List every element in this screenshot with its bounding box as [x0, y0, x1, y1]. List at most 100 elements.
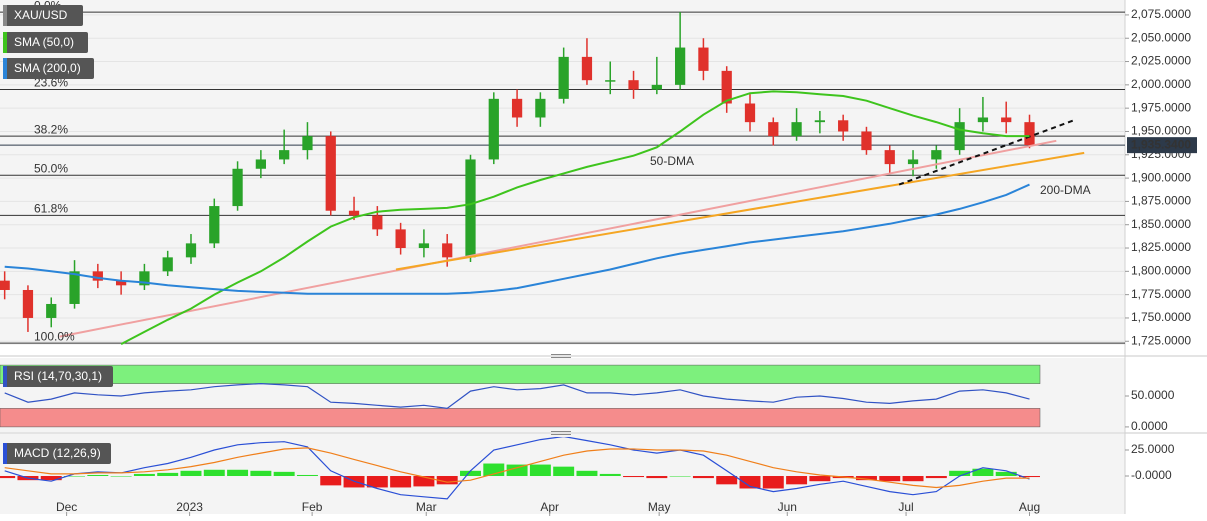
- x-tick-label: Mar: [416, 500, 437, 514]
- resize-handle[interactable]: [551, 431, 571, 435]
- macd-histogram-bar: [902, 476, 924, 482]
- macd-histogram-bar: [0, 476, 16, 479]
- candle-body: [954, 122, 965, 151]
- legend-text: XAU/USD: [14, 8, 68, 22]
- macd-histogram-bar: [809, 476, 831, 482]
- moving-average: [120, 90, 1030, 345]
- trend-line: [59, 139, 1057, 338]
- candle-body: [325, 136, 336, 211]
- candle-body: [302, 136, 313, 151]
- macd-histogram-bar: [273, 471, 295, 477]
- candle-body: [838, 120, 849, 132]
- candle-body: [1001, 117, 1012, 123]
- legend-rsi[interactable]: RSI (14,70,30,1): [3, 366, 113, 387]
- candle-body: [581, 56, 593, 81]
- x-tick-label: Aug: [1019, 500, 1040, 514]
- macd-histogram-bar: [296, 474, 318, 477]
- fib-label: 100.0%: [34, 329, 75, 343]
- y-tick-label: 2,025.0000: [1131, 54, 1191, 68]
- trend-line: [898, 119, 1075, 186]
- legend-text: SMA (200,0): [14, 61, 81, 75]
- y-tick-label: 25.0000: [1131, 442, 1175, 456]
- candle-body: [115, 280, 127, 286]
- fib-label: 50.0%: [34, 161, 68, 175]
- moving-average: [4, 183, 1030, 295]
- candle-body: [92, 271, 103, 281]
- macd-histogram-bar: [436, 476, 458, 485]
- candle-body: [791, 122, 802, 137]
- candle-body: [0, 280, 10, 290]
- fib-label: 61.8%: [34, 202, 68, 216]
- candle-body: [675, 47, 686, 85]
- rsi-line: [4, 382, 1030, 410]
- y-tick-label: 1,900.0000: [1131, 170, 1191, 184]
- macd-histogram-bar: [855, 476, 877, 481]
- resize-handle[interactable]: [551, 354, 571, 358]
- y-tick-label: 1,875.0000: [1131, 194, 1191, 208]
- macd-line: [4, 447, 1030, 489]
- candle-body: [651, 84, 662, 90]
- annotation: 200-DMA: [1040, 183, 1091, 197]
- candle-body: [605, 80, 616, 82]
- candle-body: [558, 56, 569, 99]
- candle-body: [488, 98, 499, 160]
- macd-histogram-bar: [390, 476, 412, 488]
- x-tick-label: Jul: [898, 500, 913, 514]
- x-tick-label: Dec: [56, 500, 77, 514]
- y-tick-label: 2,075.0000: [1131, 7, 1191, 21]
- legend-macd[interactable]: MACD (12,26,9): [3, 443, 111, 464]
- macd-plot: [0, 437, 1040, 500]
- y-tick-label: 1,975.0000: [1131, 100, 1191, 114]
- y-tick-label: 1,950.0000: [1131, 124, 1191, 138]
- candle-body: [768, 122, 779, 137]
- trend-line: [395, 151, 1085, 271]
- annotation: 50-DMA: [650, 154, 694, 168]
- candle-body: [232, 168, 243, 207]
- candle-body: [814, 120, 825, 123]
- rsi-plot: [0, 364, 1041, 428]
- macd-histogram-bar: [553, 466, 575, 477]
- y-tick-label: -0.0000: [1131, 468, 1172, 482]
- macd-histogram-bar: [576, 470, 598, 477]
- macd-histogram-bar: [692, 476, 714, 479]
- macd-histogram-bar: [623, 476, 645, 478]
- candle-body: [185, 243, 197, 258]
- x-tick-label: May: [648, 500, 671, 514]
- legend-sma50[interactable]: SMA (50,0): [3, 32, 88, 53]
- macd-histogram-bar: [460, 470, 481, 477]
- candle-body: [255, 159, 266, 169]
- macd-histogram-bar: [227, 469, 249, 477]
- candle-body: [442, 243, 453, 258]
- candle-body: [209, 206, 220, 244]
- y-tick-label: 1,825.0000: [1131, 240, 1191, 254]
- macd-histogram-bar: [646, 476, 668, 479]
- legend-text: RSI (14,70,30,1): [14, 369, 102, 383]
- x-tick-label: Feb: [302, 500, 323, 514]
- candle-body: [861, 131, 872, 151]
- candle-body: [1024, 122, 1035, 146]
- macd-line: [4, 437, 1030, 500]
- y-tick-label: 0.0000: [1131, 419, 1168, 433]
- macd-histogram-bar: [879, 476, 901, 482]
- fib-label: 38.2%: [34, 122, 68, 136]
- candle-body: [511, 98, 523, 118]
- macd-histogram-bar: [180, 470, 202, 477]
- macd-histogram-bar: [972, 468, 994, 477]
- y-tick-label: 1,750.0000: [1131, 310, 1191, 324]
- candle-body: [162, 257, 173, 272]
- x-tick-label: Jun: [778, 500, 797, 514]
- macd-histogram-bar: [110, 476, 132, 477]
- y-tick-label: 1,850.0000: [1131, 217, 1191, 231]
- last-price-tag: [1127, 137, 1197, 154]
- macd-histogram-bar: [925, 476, 947, 479]
- candle-body: [465, 159, 476, 258]
- y-tick-label: 1,800.0000: [1131, 264, 1191, 278]
- macd-histogram-bar: [786, 476, 808, 485]
- macd-histogram-bar: [366, 476, 388, 488]
- macd-histogram-bar: [1019, 476, 1040, 478]
- candle-body: [279, 150, 290, 160]
- candle-body: [535, 98, 546, 118]
- legend-xauusd[interactable]: XAU/USD: [3, 5, 83, 26]
- last-price-label: 1,935.3400: [1131, 137, 1191, 151]
- legend-sma200[interactable]: SMA (200,0): [3, 58, 94, 79]
